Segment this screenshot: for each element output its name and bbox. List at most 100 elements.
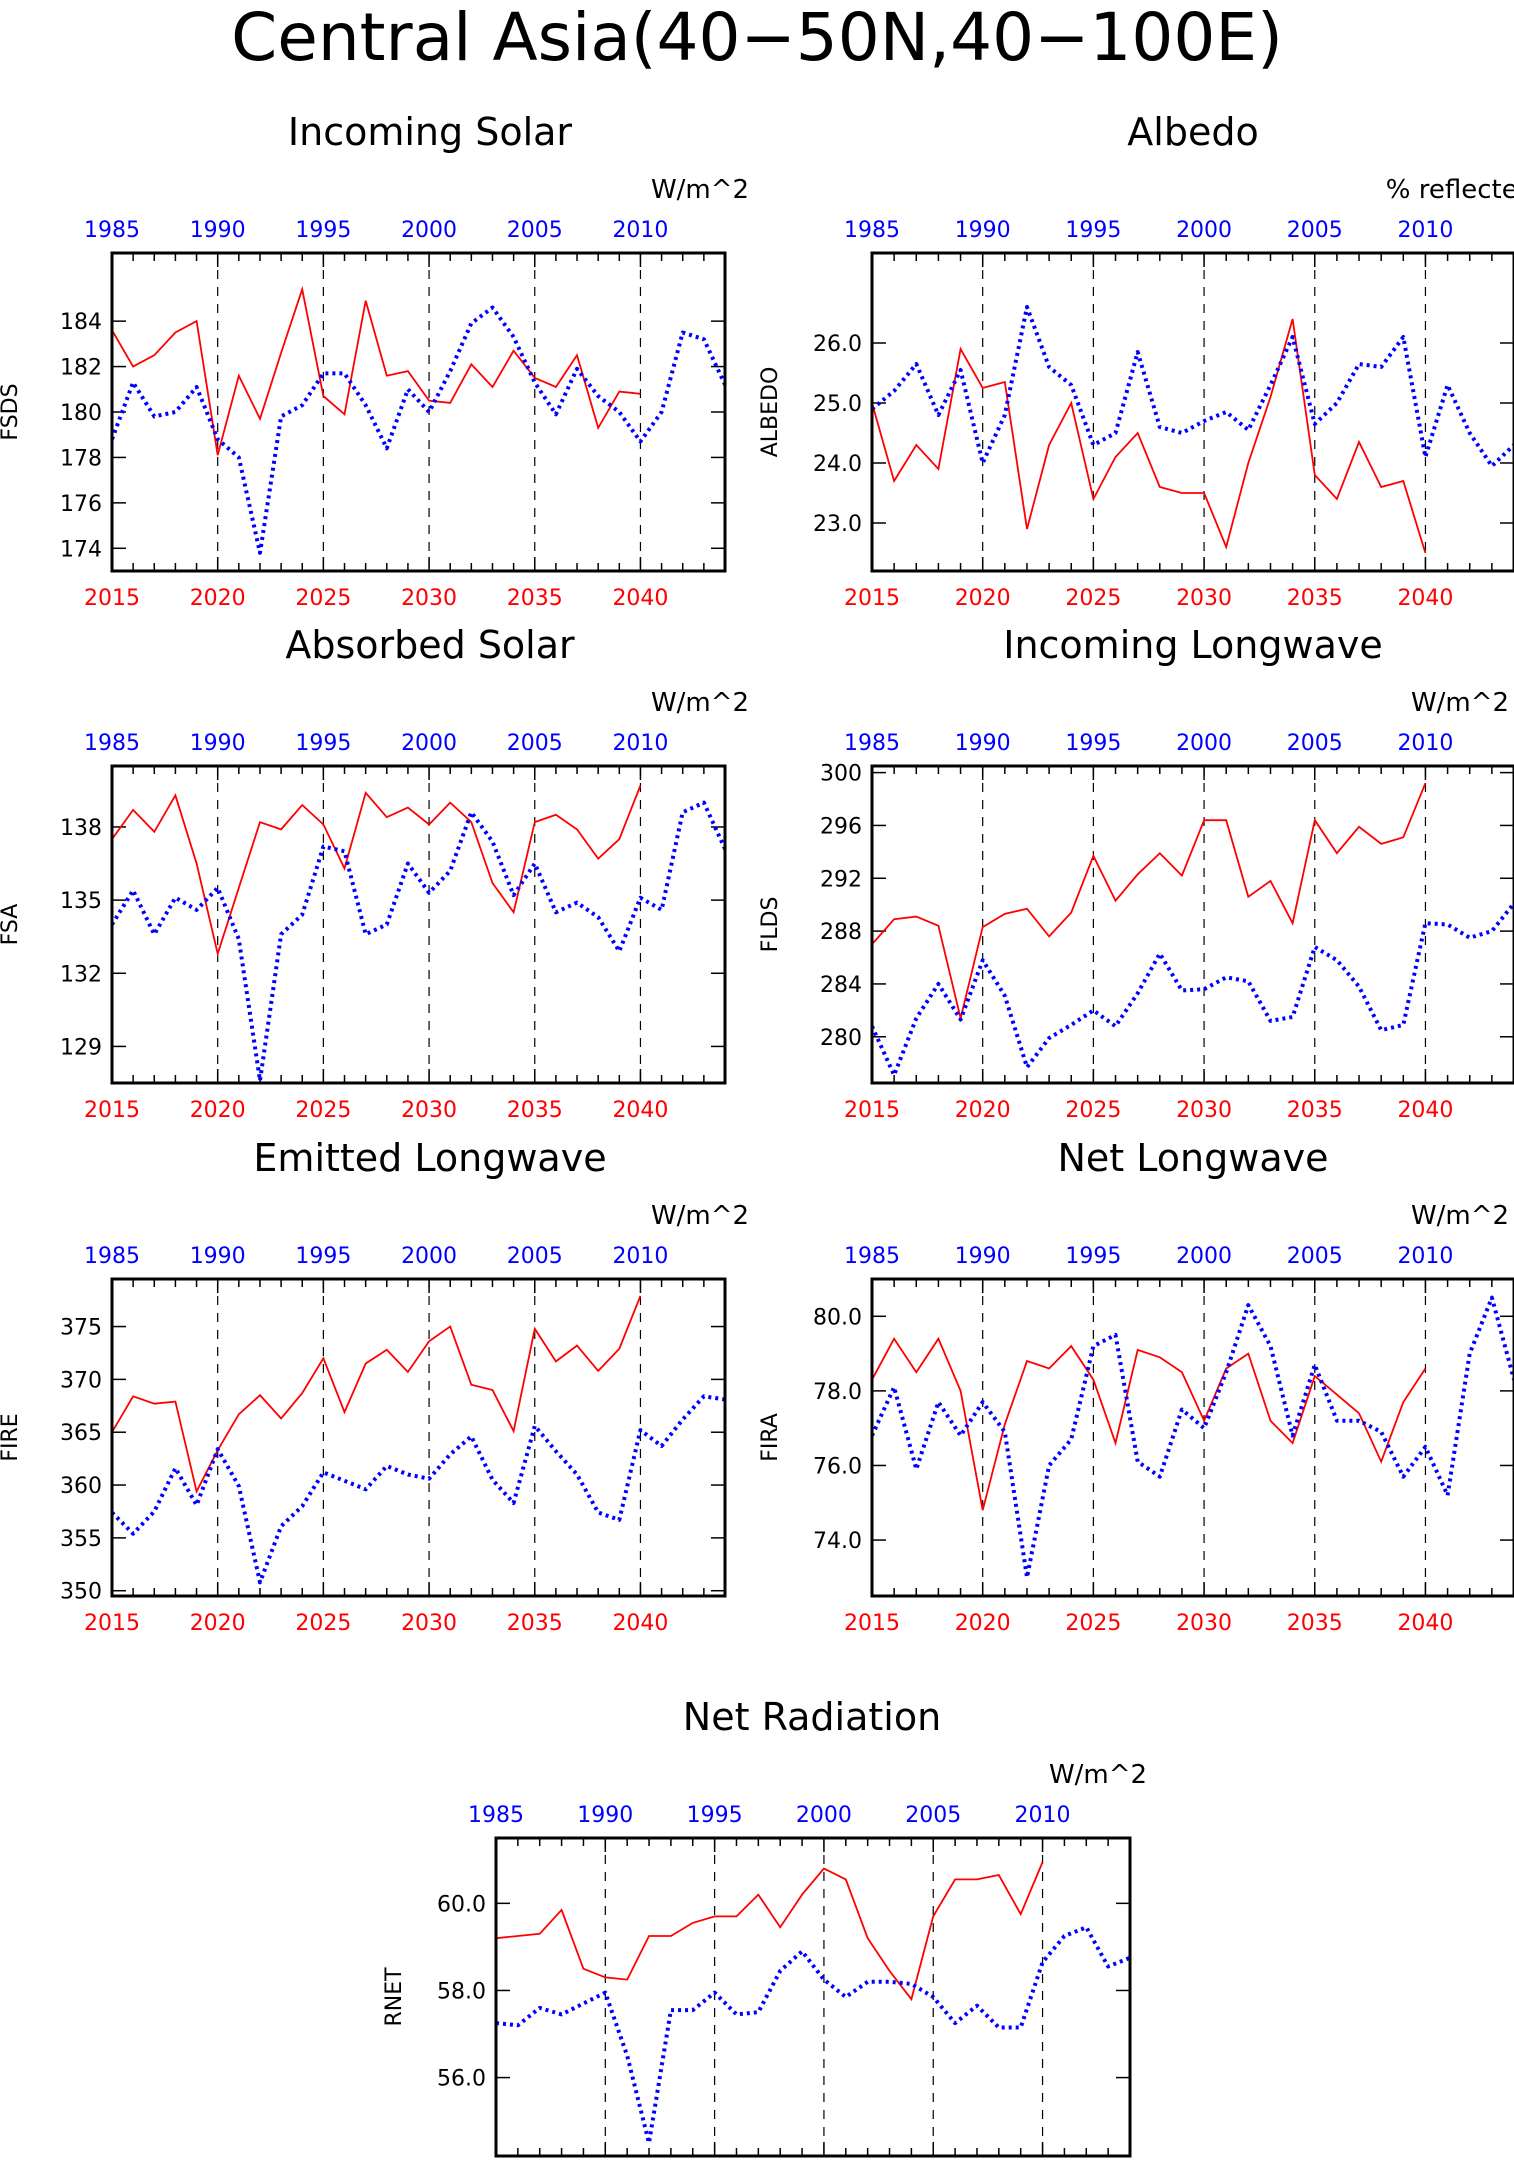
series-line-future xyxy=(871,1336,1427,1511)
x-tick-label-top: 2000 xyxy=(1176,1244,1232,1269)
panel-fira: Net Longwave W/m^2 FIRA 74.0 76.0 78.0 80.0 201… xyxy=(758,1136,1514,1636)
series-line-historical xyxy=(870,1295,1514,1580)
y-tick-label: 355 xyxy=(60,1527,102,1552)
panel-flds: Incoming Longwave W/m^2 FLDS 280 284 288 292 29… xyxy=(758,623,1514,1123)
x-tick-label-top: 2000 xyxy=(1176,218,1232,243)
y-tick-label: 184 xyxy=(60,310,102,335)
x-tick-label-top: 2010 xyxy=(612,731,668,756)
panel-title: Emitted Longwave xyxy=(253,1136,606,1180)
units-label: % reflected xyxy=(1386,175,1514,205)
series-line-historical xyxy=(110,1394,726,1585)
series-line-historical xyxy=(870,305,1514,468)
x-tick-label-top: 2000 xyxy=(1176,731,1232,756)
y-tick-label: 132 xyxy=(60,962,102,987)
y-tick-label: 24.0 xyxy=(813,452,862,477)
x-tick-label-top: 1995 xyxy=(1065,218,1121,243)
y-tick-label: 350 xyxy=(60,1580,102,1605)
y-axis-label: FSA xyxy=(0,904,23,946)
x-tick-label-top: 2005 xyxy=(1287,1244,1343,1269)
x-tick-label-top: 2010 xyxy=(612,218,668,243)
y-tick-label: 135 xyxy=(60,889,102,914)
panel-fire: Emitted Longwave W/m^2 FIRE 350 355 360 365 370… xyxy=(0,1136,749,1636)
x-tick-label-top: 1990 xyxy=(955,731,1011,756)
series-line-historical xyxy=(870,902,1514,1078)
x-tick-label: 2015 xyxy=(84,1098,140,1123)
x-tick-label-top: 1995 xyxy=(687,1803,743,1828)
y-tick-label: 292 xyxy=(820,867,862,892)
y-tick-label: 56.0 xyxy=(437,2067,486,2092)
y-tick-label: 365 xyxy=(60,1421,102,1446)
y-tick-label: 74.0 xyxy=(813,1529,862,1554)
x-tick-label-top: 2010 xyxy=(1397,1244,1453,1269)
y-axis-label: RNET xyxy=(382,1967,407,2027)
x-tick-label-top: 2000 xyxy=(796,1803,852,1828)
x-tick-label-top: 1990 xyxy=(190,731,246,756)
series-line-historical xyxy=(110,800,727,1083)
x-tick-label-top: 1990 xyxy=(955,1244,1011,1269)
x-tick-label: 2025 xyxy=(1065,586,1121,611)
x-tick-label: 2020 xyxy=(190,1098,246,1123)
y-tick-label: 288 xyxy=(820,920,862,945)
x-tick-label-top: 1995 xyxy=(295,731,351,756)
x-tick-label: 2035 xyxy=(1287,586,1343,611)
x-tick-label-top: 1995 xyxy=(1065,1244,1121,1269)
y-tick-label: 296 xyxy=(820,814,862,839)
plot-frame xyxy=(110,1277,727,1598)
x-tick-label: 2035 xyxy=(507,1611,563,1636)
x-tick-label-top: 2005 xyxy=(905,1803,961,1828)
plot-frame xyxy=(870,764,1514,1085)
x-tick-label: 2015 xyxy=(84,1611,140,1636)
y-tick-label: 180 xyxy=(60,401,102,426)
units-label: W/m^2 xyxy=(1411,688,1509,718)
x-tick-label: 2035 xyxy=(507,586,563,611)
y-axis-label: ALBEDO xyxy=(758,367,783,458)
x-tick-label: 2015 xyxy=(844,586,900,611)
x-tick-label: 2015 xyxy=(84,586,140,611)
plot-frame xyxy=(870,251,1514,573)
x-tick-label: 2015 xyxy=(844,1611,900,1636)
x-tick-label-top: 1990 xyxy=(577,1803,633,1828)
x-tick-label-top: 1990 xyxy=(190,218,246,243)
y-tick-label: 300 xyxy=(820,762,862,787)
series-line-future xyxy=(495,1861,1044,2002)
x-tick-label-top: 1985 xyxy=(84,731,140,756)
x-tick-label-top: 1995 xyxy=(295,1244,351,1269)
x-tick-label-top: 2000 xyxy=(401,218,457,243)
x-tick-label-top: 2005 xyxy=(507,731,563,756)
x-tick-label-top: 2010 xyxy=(1397,218,1453,243)
x-tick-label-top: 2005 xyxy=(1287,218,1343,243)
y-tick-label: 360 xyxy=(60,1474,102,1499)
x-tick-label: 2020 xyxy=(955,1611,1011,1636)
x-tick-label-top: 1985 xyxy=(468,1803,524,1828)
y-axis-label: FSDS xyxy=(0,383,23,440)
units-label: W/m^2 xyxy=(651,175,749,205)
panel-title: Absorbed Solar xyxy=(285,623,575,667)
panel-title: Incoming Solar xyxy=(288,110,573,154)
x-tick-label: 2020 xyxy=(190,586,246,611)
plot-frame xyxy=(110,251,727,573)
y-axis-label: FLDS xyxy=(758,897,783,953)
y-tick-label: 138 xyxy=(60,816,102,841)
plot-frame xyxy=(494,1836,1132,2158)
series-line-future xyxy=(871,318,1427,554)
x-tick-label: 2040 xyxy=(612,1098,668,1123)
x-tick-label-top: 2000 xyxy=(401,1244,457,1269)
series-line-historical xyxy=(495,1925,1131,2145)
y-tick-label: 23.0 xyxy=(813,512,862,537)
x-tick-label: 2025 xyxy=(295,1098,351,1123)
series-line-historical xyxy=(110,305,727,555)
x-tick-label: 2040 xyxy=(612,586,668,611)
x-tick-label: 2030 xyxy=(1176,586,1232,611)
x-tick-label: 2030 xyxy=(401,586,457,611)
y-tick-label: 129 xyxy=(60,1035,102,1060)
x-tick-label-top: 1985 xyxy=(844,218,900,243)
y-tick-label: 174 xyxy=(60,537,102,562)
y-tick-label: 284 xyxy=(820,973,862,998)
panel-fsds: Incoming Solar W/m^2 FSDS 174 176 178 180 182 18… xyxy=(0,110,749,611)
x-tick-label-top: 1995 xyxy=(1065,731,1121,756)
x-tick-label: 2040 xyxy=(1397,1098,1453,1123)
series-line-future xyxy=(111,285,641,456)
panel-fsa: Absorbed Solar W/m^2 FSA 129 132 135 138 2015 20… xyxy=(0,623,749,1123)
x-tick-label-top: 2005 xyxy=(1287,731,1343,756)
x-tick-label-top: 2000 xyxy=(401,731,457,756)
